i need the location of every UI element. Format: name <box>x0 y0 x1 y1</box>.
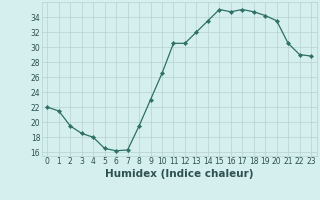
X-axis label: Humidex (Indice chaleur): Humidex (Indice chaleur) <box>105 169 253 179</box>
